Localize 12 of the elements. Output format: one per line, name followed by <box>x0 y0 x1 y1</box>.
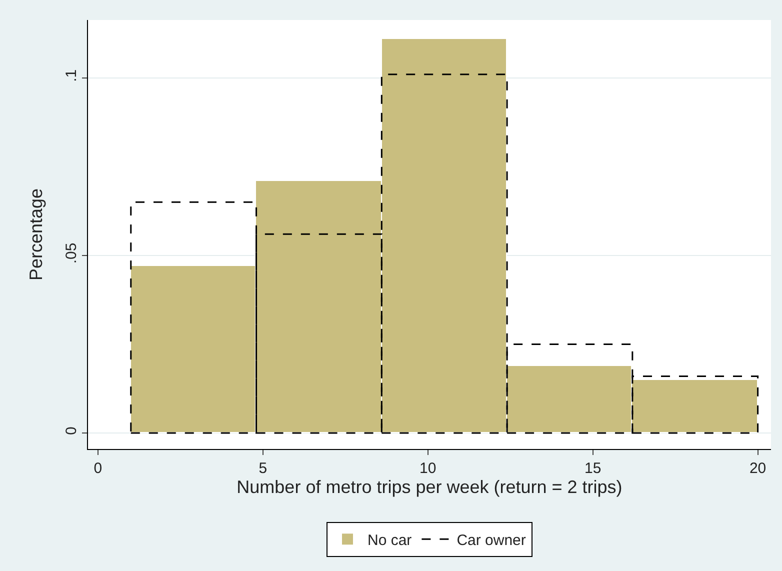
x-axis-title: Number of metro trips per week (return = 2 trips) <box>236 477 622 497</box>
y-tick-label: .1 <box>63 69 80 82</box>
legend-label: No car <box>368 532 412 550</box>
legend-label: Car owner <box>456 532 526 550</box>
x-tick-label: 0 <box>94 460 102 477</box>
x-tick-label: 15 <box>584 460 602 477</box>
x-tick-label: 10 <box>420 460 436 477</box>
x-tick-label: 20 <box>749 460 766 477</box>
y-tick-label: .05 <box>63 242 80 264</box>
x-tick-label: 5 <box>258 460 268 477</box>
y-axis-title: Percentage <box>26 188 46 281</box>
y-tick-label: 0 <box>63 426 80 435</box>
